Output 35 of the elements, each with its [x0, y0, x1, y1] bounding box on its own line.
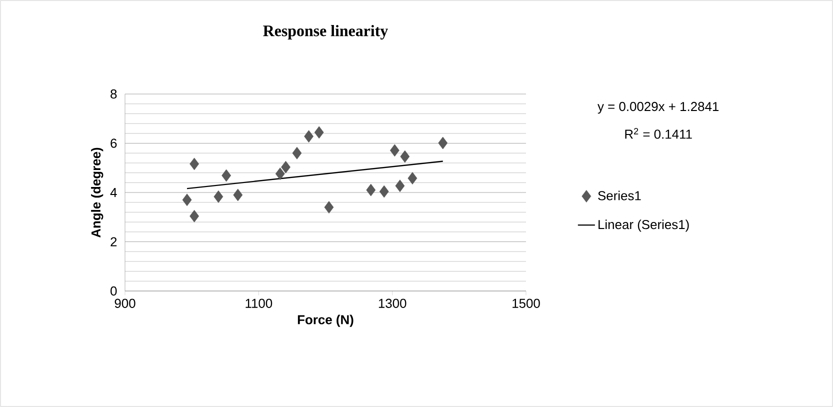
x-tick-label: 1500 [512, 298, 540, 308]
y-tick-label: 4 [110, 188, 117, 197]
point [324, 201, 334, 214]
point [275, 168, 285, 180]
point [438, 136, 448, 150]
x-tick-label: 900 [114, 298, 136, 308]
point [222, 169, 232, 182]
point [233, 188, 243, 202]
point [395, 180, 405, 192]
y-tick-label: 2 [110, 237, 117, 246]
legend-label: Series1 [598, 190, 641, 200]
point [190, 158, 200, 170]
point [400, 150, 410, 163]
point [390, 144, 400, 157]
point [182, 194, 192, 206]
x-tick-label: 1100 [246, 298, 272, 308]
point [190, 210, 200, 222]
point [292, 146, 302, 160]
y-axis-title: Angle (degree) [91, 148, 104, 238]
x-tick-label: 1300 [378, 298, 406, 308]
point [214, 190, 224, 203]
y-tick-label: 0 [110, 286, 117, 296]
legend-label: Linear (Series1) [598, 220, 689, 232]
point [366, 184, 376, 196]
point [281, 160, 290, 174]
text: y = 0.0029x + 1.2841 [598, 102, 719, 114]
point [379, 185, 389, 198]
point [304, 130, 314, 143]
text: R$^{2}$ = 0.1411 [625, 128, 692, 139]
chart-title: Response linearity [263, 25, 388, 40]
point [408, 172, 418, 184]
x-axis-title: Force (N) [298, 314, 354, 327]
y-tick-label: 8 [110, 89, 117, 99]
point [314, 126, 324, 139]
y-tick-label: 6 [110, 138, 117, 148]
